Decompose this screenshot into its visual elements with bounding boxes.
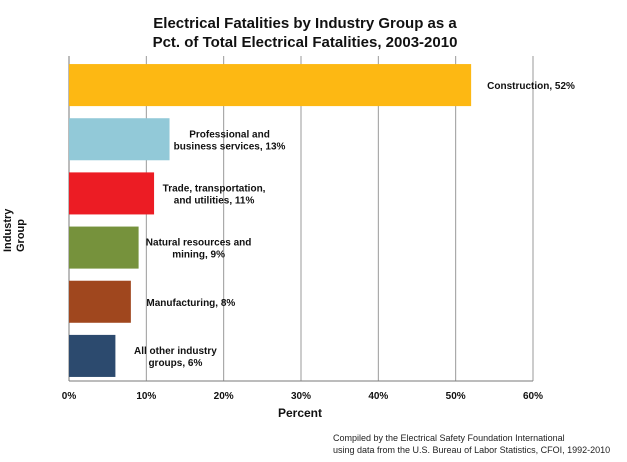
bar [69, 172, 155, 215]
bar-data-label: Trade, transportation, [163, 183, 266, 194]
source-credit-line-1: Compiled by the Electrical Safety Founda… [333, 433, 565, 443]
source-credit: Compiled by the Electrical Safety Founda… [333, 432, 623, 456]
bar [69, 64, 472, 107]
chart-title-line-2: Pct. of Total Electrical Fatalities, 200… [152, 34, 458, 51]
bar-data-label: Natural resources and [146, 238, 252, 249]
bar-data-label: business services, 13% [174, 141, 286, 152]
y-axis-label-line-2: Group [15, 219, 27, 252]
x-tick-label: 50% [446, 391, 466, 402]
bar [69, 334, 116, 377]
bar [69, 226, 139, 269]
x-axis-label: Percent [277, 406, 323, 420]
x-tick-label: 30% [291, 391, 311, 402]
bar-data-label: groups, 6% [148, 358, 202, 369]
bar [69, 118, 170, 161]
chart-title-line-1: Electrical Fatalities by Industry Group … [153, 15, 457, 32]
x-tick-label: 20% [214, 391, 234, 402]
y-axis-label: Industry Group [2, 208, 28, 252]
x-tick-label: 0% [62, 391, 77, 402]
bar-data-label: Construction, 52% [487, 81, 575, 92]
x-tick-label: 40% [368, 391, 388, 402]
bar-data-label: mining, 9% [172, 250, 225, 261]
bar-data-label: Manufacturing, 8% [146, 298, 235, 309]
bar-data-label: Professional and [189, 129, 270, 140]
source-credit-line-2: using data from the U.S. Bureau of Labor… [333, 445, 611, 455]
x-tick-label: 10% [136, 391, 156, 402]
chart-title: Electrical Fatalities by Industry Group … [60, 14, 550, 52]
x-tick-label: 60% [523, 391, 543, 402]
y-axis-label-line-1: Industry [2, 208, 14, 252]
bar [69, 280, 131, 323]
bar-data-label: and utilities, 11% [174, 195, 255, 206]
bar-data-label: All other industry [134, 346, 217, 357]
